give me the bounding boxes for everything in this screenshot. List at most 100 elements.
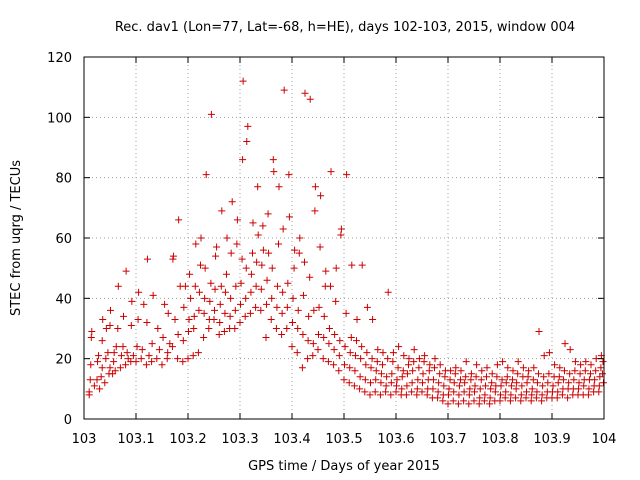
data-point xyxy=(241,312,249,320)
data-point xyxy=(465,391,473,399)
data-point xyxy=(267,315,275,323)
data-point xyxy=(486,394,494,402)
data-point xyxy=(148,358,156,366)
data-point xyxy=(210,315,218,323)
data-point xyxy=(544,379,552,387)
data-point xyxy=(284,279,292,287)
data-point xyxy=(233,216,241,224)
data-point xyxy=(351,352,359,360)
data-point xyxy=(545,349,553,357)
data-point xyxy=(106,321,114,329)
data-point xyxy=(285,171,293,179)
data-point xyxy=(527,397,535,405)
data-point xyxy=(148,340,156,348)
y-tick-label: 100 xyxy=(47,111,72,126)
data-point xyxy=(90,382,98,390)
data-point xyxy=(243,137,251,145)
data-point xyxy=(164,309,172,317)
data-point xyxy=(366,391,374,399)
data-point xyxy=(357,355,365,363)
data-point xyxy=(95,352,103,360)
data-point xyxy=(159,334,167,342)
data-point xyxy=(455,382,463,390)
data-point xyxy=(348,261,356,269)
data-point xyxy=(398,373,406,381)
data-point xyxy=(197,234,205,242)
data-point xyxy=(491,388,499,396)
data-point xyxy=(470,397,478,405)
data-point xyxy=(164,349,172,357)
data-point xyxy=(295,249,303,257)
data-point xyxy=(185,328,193,336)
data-point xyxy=(540,352,548,360)
data-point xyxy=(393,382,401,390)
data-point xyxy=(482,373,490,381)
data-point xyxy=(356,373,364,381)
data-point xyxy=(102,355,110,363)
data-point xyxy=(273,303,281,311)
data-point xyxy=(465,400,473,408)
data-point xyxy=(342,309,350,317)
data-point xyxy=(421,352,429,360)
data-point xyxy=(268,264,276,272)
data-point xyxy=(462,358,470,366)
data-point xyxy=(382,382,390,390)
data-point xyxy=(384,288,392,296)
data-point xyxy=(298,364,306,372)
data-point xyxy=(368,355,376,363)
data-point xyxy=(340,376,348,384)
data-point xyxy=(503,373,511,381)
data-point xyxy=(577,361,585,369)
data-point xyxy=(304,355,312,363)
data-point xyxy=(347,334,355,342)
data-point xyxy=(218,207,226,215)
data-point xyxy=(195,306,203,314)
data-point xyxy=(322,267,330,275)
data-point xyxy=(154,325,162,332)
data-point xyxy=(595,388,603,396)
data-point xyxy=(434,394,442,402)
data-point xyxy=(290,264,298,272)
data-point xyxy=(488,370,496,378)
data-point xyxy=(87,361,95,369)
data-point xyxy=(270,168,278,176)
data-point xyxy=(486,400,494,408)
x-tick-label: 103.1 xyxy=(117,432,154,447)
data-point xyxy=(372,376,380,384)
data-point xyxy=(457,367,465,375)
data-point xyxy=(566,370,574,378)
data-point xyxy=(346,349,354,357)
data-point xyxy=(324,358,332,366)
data-point xyxy=(389,358,397,366)
data-point xyxy=(325,340,333,348)
data-point xyxy=(85,388,93,396)
data-point xyxy=(217,282,225,290)
data-point xyxy=(319,355,327,363)
data-point xyxy=(336,337,344,345)
data-point xyxy=(508,376,516,384)
data-point xyxy=(227,249,235,257)
data-point xyxy=(387,379,395,387)
data-point xyxy=(274,240,282,248)
data-point xyxy=(539,382,547,390)
data-point xyxy=(565,379,573,387)
data-point xyxy=(426,361,434,369)
data-point xyxy=(452,364,460,372)
data-point xyxy=(472,373,480,381)
data-point xyxy=(377,379,385,387)
y-tick-label: 20 xyxy=(55,353,72,368)
data-point xyxy=(279,225,287,233)
data-point xyxy=(439,397,447,405)
data-point xyxy=(231,306,239,314)
data-point xyxy=(378,361,386,369)
data-point xyxy=(228,198,236,206)
data-point xyxy=(221,309,229,317)
data-point xyxy=(598,370,606,378)
data-point xyxy=(306,95,314,103)
data-point xyxy=(413,385,421,393)
data-point xyxy=(556,364,564,372)
data-point xyxy=(554,379,562,387)
data-points xyxy=(85,77,607,408)
data-point xyxy=(145,352,153,360)
data-point xyxy=(540,373,548,381)
